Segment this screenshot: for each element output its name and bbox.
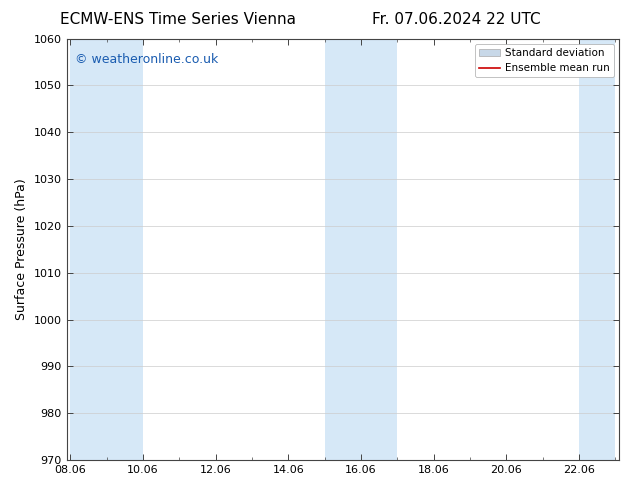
Bar [107, 39, 143, 460]
Bar [361, 39, 398, 460]
Text: © weatheronline.co.uk: © weatheronline.co.uk [75, 53, 218, 66]
Bar [579, 39, 616, 460]
Bar [70, 39, 107, 460]
Y-axis label: Surface Pressure (hPa): Surface Pressure (hPa) [15, 178, 28, 320]
Legend: Standard deviation, Ensemble mean run: Standard deviation, Ensemble mean run [475, 44, 614, 77]
Bar [325, 39, 361, 460]
Text: Fr. 07.06.2024 22 UTC: Fr. 07.06.2024 22 UTC [372, 12, 541, 27]
Text: ECMW-ENS Time Series Vienna: ECMW-ENS Time Series Vienna [60, 12, 295, 27]
